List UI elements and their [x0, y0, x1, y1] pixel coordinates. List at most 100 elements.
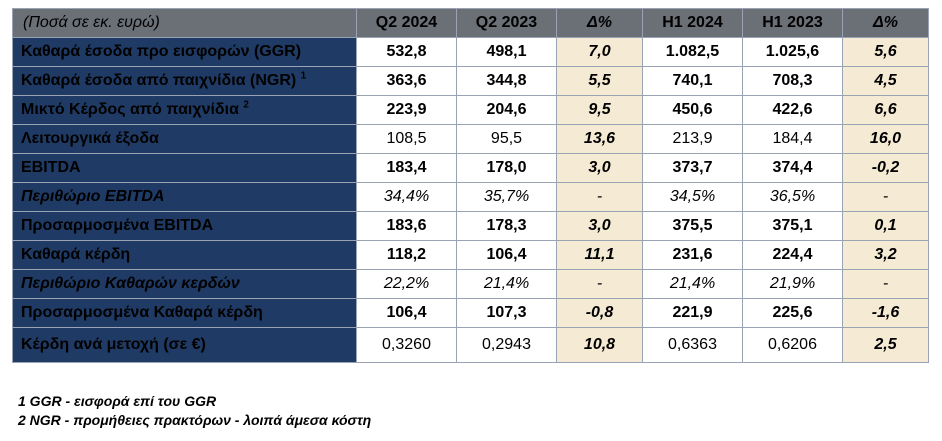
cell-h1-2023: 21,9%: [742, 269, 843, 299]
cell-h1-2023: 36,5%: [742, 182, 843, 212]
row-label: Κέρδη ανά μετοχή (σε €): [12, 327, 357, 363]
cell-h1-2024: 1.082,5: [642, 37, 743, 67]
footnote-1: 1 GGR - εισφορά επί του GGR: [18, 393, 217, 409]
cell-h1-2024: 213,9: [642, 124, 743, 154]
cell-h1-2023: 708,3: [742, 66, 843, 96]
cell-q-change: 10,8: [556, 327, 643, 363]
cell-h1-2024: 373,7: [642, 153, 743, 183]
cell-h1-change: 3,2: [842, 240, 929, 270]
cell-q2-2023: 107,3: [456, 298, 557, 328]
cell-q-change: 11,1: [556, 240, 643, 270]
row-label: Καθαρά κέρδη: [12, 240, 357, 270]
cell-q2-2024: 183,6: [356, 211, 457, 241]
cell-q2-2024: 363,6: [356, 66, 457, 96]
cell-h1-2024: 21,4%: [642, 269, 743, 299]
col-q2-2024: Q2 2024: [356, 8, 457, 38]
cell-q2-2024: 0,3260: [356, 327, 457, 363]
col-h1-2024: H1 2024: [642, 8, 743, 38]
col-h1-change: Δ%: [842, 8, 929, 38]
cell-h1-2023: 1.025,6: [742, 37, 843, 67]
cell-h1-2024: 450,6: [642, 95, 743, 125]
cell-h1-2023: 184,4: [742, 124, 843, 154]
cell-q-change: 7,0: [556, 37, 643, 67]
row-label: Προσαρμοσμένα Καθαρά κέρδη: [12, 298, 357, 328]
cell-h1-change: -0,2: [842, 153, 929, 183]
row-net-margin: Περιθώριο Καθαρών κερδών 22,2% 21,4% - 2…: [12, 269, 929, 299]
cell-h1-2023: 225,6: [742, 298, 843, 328]
col-q2-2023: Q2 2023: [456, 8, 557, 38]
row-label: Περιθώριο Καθαρών κερδών: [12, 269, 357, 299]
cell-q2-2023: 178,0: [456, 153, 557, 183]
footnotes: 1 GGR - εισφορά επί του GGR 2 NGR - προμ…: [18, 392, 371, 430]
row-adjusted-ebitda: Προσαρμοσμένα EBITDA 183,6 178,3 3,0 375…: [12, 211, 929, 241]
cell-q2-2024: 34,4%: [356, 182, 457, 212]
cell-h1-2024: 0,6363: [642, 327, 743, 363]
cell-q-change: 5,5: [556, 66, 643, 96]
row-opex: Λειτουργικά έξοδα 108,5 95,5 13,6 213,9 …: [12, 124, 929, 154]
cell-h1-2024: 34,5%: [642, 182, 743, 212]
col-h1-2023: H1 2023: [742, 8, 843, 38]
cell-h1-change: -: [842, 182, 929, 212]
cell-q2-2023: 344,8: [456, 66, 557, 96]
cell-q2-2024: 106,4: [356, 298, 457, 328]
row-label: EBITDA: [12, 153, 357, 183]
cell-q2-2023: 204,6: [456, 95, 557, 125]
cell-h1-change: 16,0: [842, 124, 929, 154]
cell-q2-2024: 532,8: [356, 37, 457, 67]
row-label: Καθαρά έσοδα προ εισφορών (GGR): [12, 37, 357, 67]
footnote-2: 2 NGR - προμήθειες πρακτόρων - λοιπά άμε…: [18, 412, 372, 428]
cell-h1-change: 6,6: [842, 95, 929, 125]
row-label: Περιθώριο EBITDA: [12, 182, 357, 212]
cell-h1-change: 2,5: [842, 327, 929, 363]
cell-q2-2024: 223,9: [356, 95, 457, 125]
row-ngr: Καθαρά έσοδα από παιχνίδια (NGR) 1 363,6…: [12, 66, 929, 96]
header-row: (Ποσά σε εκ. ευρώ) Q2 2024 Q2 2023 Δ% H1…: [12, 8, 929, 38]
cell-q2-2023: 35,7%: [456, 182, 557, 212]
units-caption: (Ποσά σε εκ. ευρώ): [12, 8, 357, 38]
cell-q-change: 3,0: [556, 211, 643, 241]
col-q-change: Δ%: [556, 8, 643, 38]
footnote-ref: 2: [243, 99, 249, 111]
cell-q-change: -0,8: [556, 298, 643, 328]
cell-q-change: -: [556, 182, 643, 212]
cell-q2-2024: 118,2: [356, 240, 457, 270]
cell-h1-2023: 375,1: [742, 211, 843, 241]
cell-q-change: 13,6: [556, 124, 643, 154]
cell-q2-2024: 108,5: [356, 124, 457, 154]
cell-q2-2023: 498,1: [456, 37, 557, 67]
footnote-ref: 1: [300, 70, 307, 82]
cell-h1-2024: 231,6: [642, 240, 743, 270]
row-ebitda: EBITDA 183,4 178,0 3,0 373,7 374,4 -0,2: [12, 153, 929, 183]
row-adjusted-net-profit: Προσαρμοσμένα Καθαρά κέρδη 106,4 107,3 -…: [12, 298, 929, 328]
row-net-profit: Καθαρά κέρδη 118,2 106,4 11,1 231,6 224,…: [12, 240, 929, 270]
row-ebitda-margin: Περιθώριο EBITDA 34,4% 35,7% - 34,5% 36,…: [12, 182, 929, 212]
row-label: Μικτό Κέρδος από παιχνίδια 2: [12, 95, 357, 125]
cell-h1-change: -1,6: [842, 298, 929, 328]
cell-h1-2024: 375,5: [642, 211, 743, 241]
cell-h1-change: 0,1: [842, 211, 929, 241]
cell-q-change: 9,5: [556, 95, 643, 125]
cell-q2-2023: 106,4: [456, 240, 557, 270]
cell-h1-change: 5,6: [842, 37, 929, 67]
row-label: Προσαρμοσμένα EBITDA: [12, 211, 357, 241]
cell-h1-2023: 0,6206: [742, 327, 843, 363]
cell-q2-2024: 22,2%: [356, 269, 457, 299]
row-label: Λειτουργικά έξοδα: [12, 124, 357, 154]
cell-h1-change: 4,5: [842, 66, 929, 96]
cell-h1-2024: 740,1: [642, 66, 743, 96]
cell-h1-2023: 374,4: [742, 153, 843, 183]
cell-h1-change: -: [842, 269, 929, 299]
cell-q2-2023: 95,5: [456, 124, 557, 154]
financial-results-table: (Ποσά σε εκ. ευρώ) Q2 2024 Q2 2023 Δ% H1…: [12, 8, 929, 363]
cell-h1-2023: 422,6: [742, 95, 843, 125]
row-eps: Κέρδη ανά μετοχή (σε €) 0,3260 0,2943 10…: [12, 327, 929, 363]
row-ggr: Καθαρά έσοδα προ εισφορών (GGR) 532,8 49…: [12, 37, 929, 67]
cell-q2-2024: 183,4: [356, 153, 457, 183]
cell-h1-2023: 224,4: [742, 240, 843, 270]
row-gross-profit: Μικτό Κέρδος από παιχνίδια 2 223,9 204,6…: [12, 95, 929, 125]
cell-q2-2023: 0,2943: [456, 327, 557, 363]
cell-q-change: -: [556, 269, 643, 299]
cell-q2-2023: 178,3: [456, 211, 557, 241]
cell-q-change: 3,0: [556, 153, 643, 183]
cell-h1-2024: 221,9: [642, 298, 743, 328]
